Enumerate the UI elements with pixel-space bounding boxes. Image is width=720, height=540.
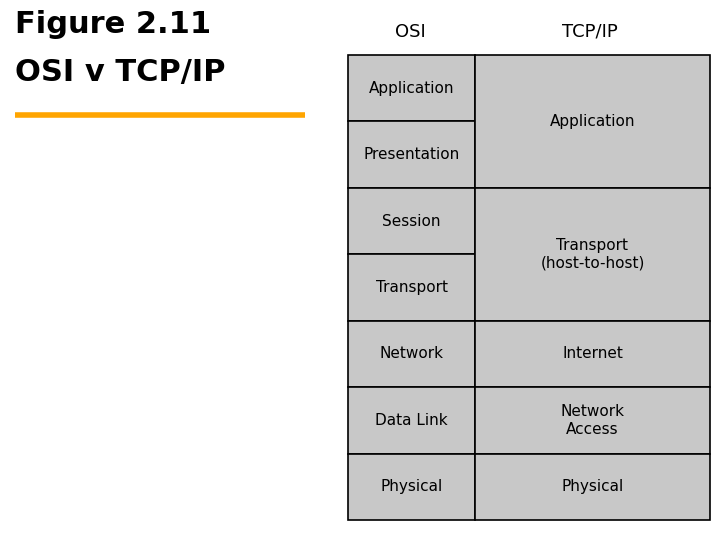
Text: Figure 2.11: Figure 2.11 [15,10,211,39]
Bar [475,454,710,520]
Bar [475,55,710,188]
Bar [348,321,475,387]
Bar [348,188,475,254]
Text: Transport: Transport [376,280,448,295]
Text: Physical: Physical [562,480,624,494]
Bar [348,55,475,122]
Text: Session: Session [382,214,441,228]
Text: OSI: OSI [395,23,426,41]
Bar [348,387,475,454]
Text: Presentation: Presentation [364,147,459,162]
Text: OSI v TCP/IP: OSI v TCP/IP [15,58,225,87]
Text: TCP/IP: TCP/IP [562,23,618,41]
Bar [475,188,710,321]
Text: Transport
(host-to-host): Transport (host-to-host) [540,238,644,271]
Bar [348,122,475,188]
Text: Network
Access: Network Access [560,404,624,436]
Bar [348,254,475,321]
Bar [475,387,710,454]
Text: Data Link: Data Link [375,413,448,428]
Text: Internet: Internet [562,347,623,361]
Bar [348,454,475,520]
Text: Physical: Physical [380,480,443,494]
Text: Network: Network [379,347,444,361]
Bar [475,321,710,387]
Text: Application: Application [550,114,635,129]
Text: Application: Application [369,80,454,96]
